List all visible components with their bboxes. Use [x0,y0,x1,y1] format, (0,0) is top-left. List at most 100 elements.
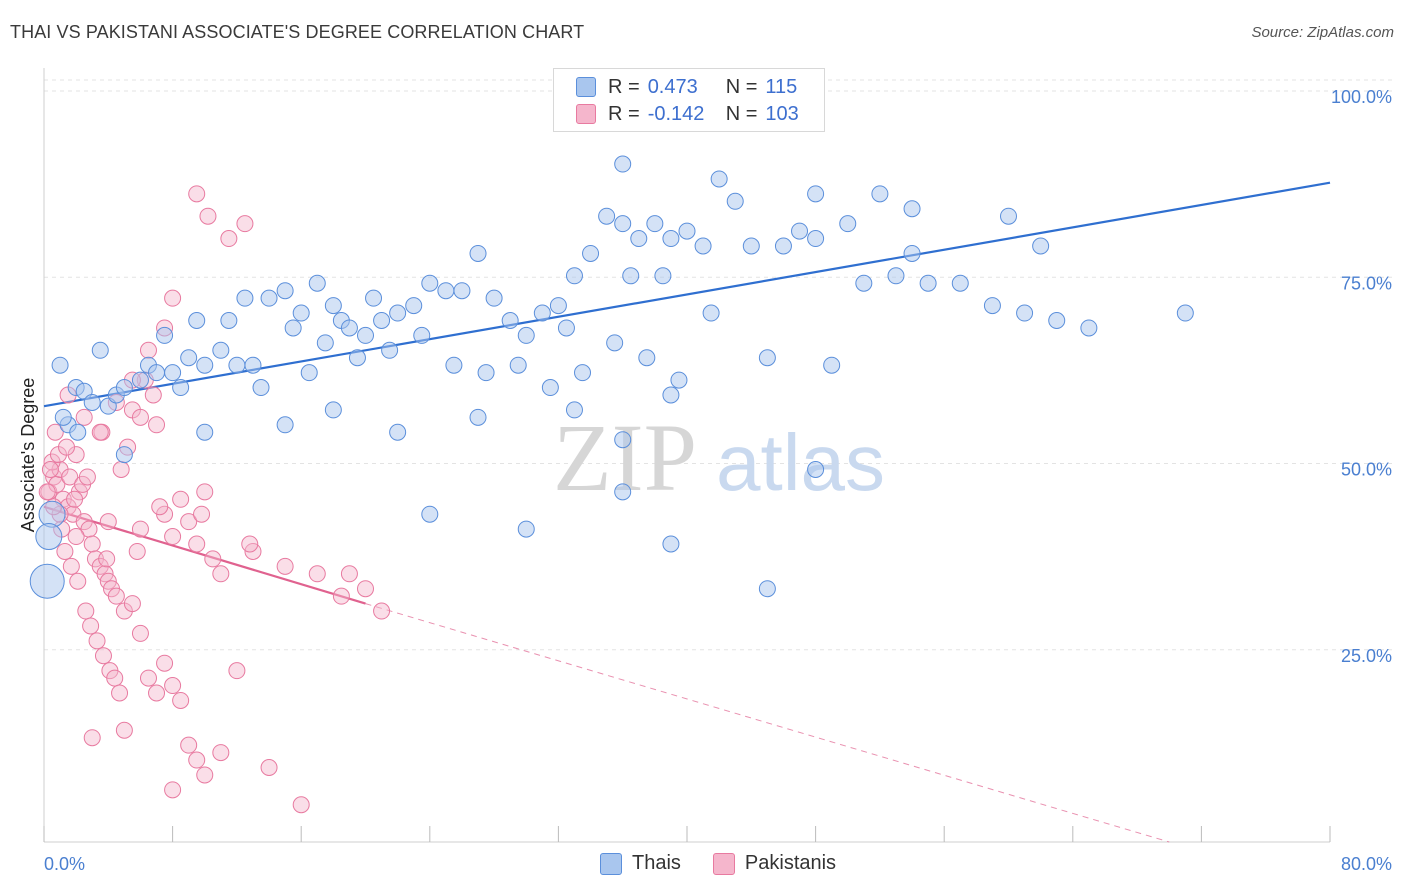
thai-point [839,215,857,233]
pakistani-point [83,729,101,747]
thai-point [774,237,792,255]
thai-point [365,289,383,307]
thai-point [670,371,688,389]
thai-point [887,267,905,285]
thai-point [156,326,174,344]
pakistani-point [199,207,217,225]
pakistani-point [131,520,149,538]
thai-point [855,274,873,292]
thai-point [662,535,680,553]
thai-point [348,349,366,367]
pakistani-point [144,386,162,404]
data-points [29,155,1194,814]
thai-point [646,215,664,233]
pakistani-trend-line [43,505,366,605]
pakistani-point [46,423,64,441]
legend-n-label: N = [725,102,758,125]
thai-point [622,267,640,285]
thai-point [35,523,63,551]
thai-point [389,304,407,322]
pakistani-point [115,721,133,739]
thai-point [196,423,214,441]
series-legend-thais[interactable]: Thais [600,852,681,875]
thai-point [678,222,696,240]
pakistani-point [292,796,310,814]
pakistani-point [61,468,79,486]
pakistani-point [188,535,206,553]
pakistani-point [77,602,95,620]
thai-point [758,580,776,598]
thai-point [469,408,487,426]
pakistani-point [75,408,93,426]
thai-point [702,304,720,322]
pakistani-point [172,490,190,508]
thai-point [710,170,728,188]
legend-r-label: R = [608,102,640,125]
thai-point [220,312,238,329]
pakistani-point [148,684,166,702]
thai-point [29,563,65,599]
thai-point [565,401,583,419]
thai-point [903,244,921,262]
thai-point [614,431,632,449]
thai-point [228,356,246,374]
thai-point [413,326,431,344]
thai-point [517,326,535,344]
pakistani-point [91,423,109,441]
legend-row-thais: R = 0.473 N = 115 [576,74,805,100]
series-legend-pakistanis[interactable]: Pakistanis [712,852,837,875]
thai-point [292,304,310,322]
thai-point [1048,312,1066,329]
pakistani-point [164,289,182,307]
pakistani-point [83,535,101,553]
pakistani-point [151,498,169,516]
thai-point [598,207,616,225]
thai-point [742,237,760,255]
pakistani-point [62,557,80,575]
thai-point [188,312,206,329]
legend-n-value: 103 [765,102,799,125]
thai-point [1016,304,1034,322]
pakistani-point [188,751,206,769]
series-swatch-pakistanis [712,852,735,875]
thai-point [557,319,575,337]
thai-point [533,304,551,322]
thai-point [662,230,680,248]
pakistani-point [128,542,146,560]
thai-point [308,274,326,292]
pakistani-point [78,468,96,486]
series-label-pakistanis: Pakistanis [744,852,837,874]
pakistani-point [56,542,74,560]
pakistani-point [94,647,112,665]
thai-point [115,379,133,397]
thai-point [212,341,230,359]
trend-lines [43,181,1331,843]
chart-source: Source: ZipAtlas.com [1251,24,1394,41]
pakistani-point [276,557,294,575]
thai-point [131,371,149,389]
pakistani-point [220,230,238,248]
pakistani-point [212,744,230,762]
thai-point [469,244,487,262]
thai-point [758,349,776,367]
thai-point [517,520,535,538]
thai-point [509,356,527,374]
thai-point [807,461,825,478]
pakistani-point [180,513,198,531]
pakistani-point [228,662,246,680]
pakistani-point [196,766,214,784]
thai-point [91,341,109,359]
thai-point [983,297,1001,315]
thai-point [807,185,825,203]
thai-point [445,356,463,374]
series-legend: Thais Pakistanis [600,852,868,875]
pakistani-point [106,669,124,687]
thai-point [276,416,294,434]
pakistani-point [123,595,141,613]
thai-point [662,386,680,404]
thai-point [284,319,302,337]
axes [43,68,1331,843]
pakistani-point [193,505,211,523]
thai-point [357,326,374,344]
